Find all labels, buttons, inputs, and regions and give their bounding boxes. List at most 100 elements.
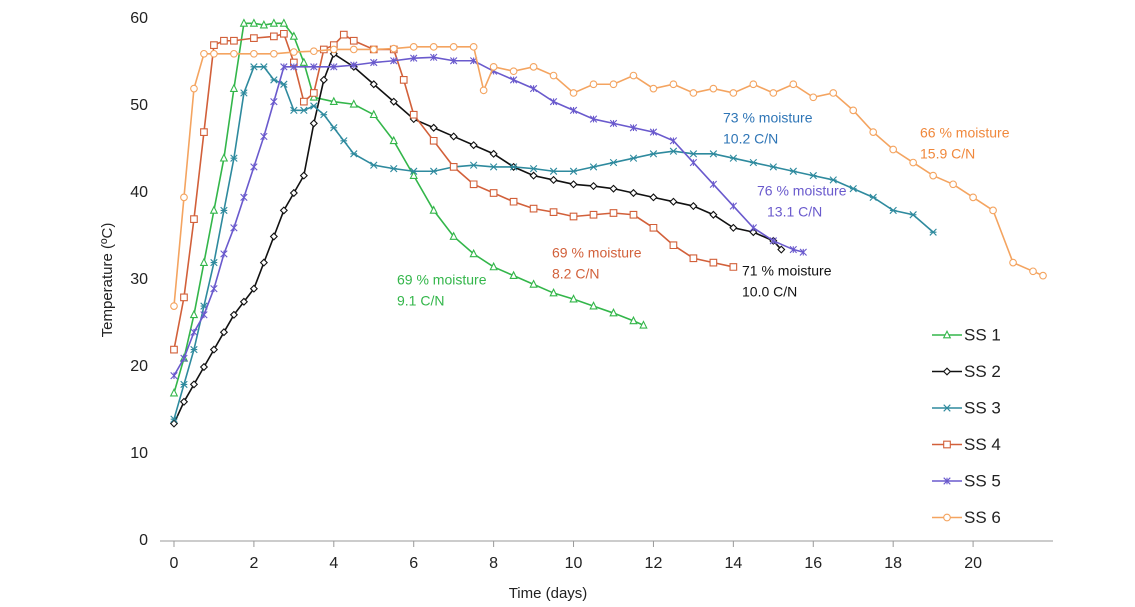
marker (180, 193, 188, 202)
marker (449, 163, 458, 171)
marker (629, 315, 638, 325)
marker (349, 45, 358, 54)
marker (449, 132, 458, 141)
marker (629, 188, 638, 198)
marker (339, 30, 348, 39)
marker (729, 154, 738, 162)
marker (609, 184, 618, 193)
x-tick-label: 20 (964, 555, 982, 572)
annotation: 13.1 C/N (767, 204, 822, 220)
marker (210, 285, 218, 293)
marker (889, 145, 898, 154)
marker (669, 147, 678, 155)
y-tick-label: 0 (139, 532, 148, 549)
x-tick-label: 2 (249, 555, 258, 572)
marker (809, 93, 818, 102)
marker (169, 388, 179, 397)
marker (270, 32, 278, 41)
marker (219, 328, 229, 337)
legend-label: SS 1 (964, 325, 1001, 344)
marker (250, 49, 258, 58)
y-tick-label: 60 (130, 10, 148, 27)
marker (389, 135, 398, 145)
marker (320, 111, 328, 119)
marker (479, 86, 488, 95)
x-tick-label: 4 (329, 555, 338, 572)
marker (943, 477, 951, 485)
marker (299, 57, 309, 66)
marker (549, 208, 558, 216)
marker (609, 158, 618, 167)
marker (769, 89, 778, 97)
x-tick-label: 0 (170, 555, 179, 572)
marker (220, 36, 228, 45)
marker (259, 258, 268, 267)
marker (489, 261, 498, 271)
marker (449, 57, 458, 65)
marker (569, 294, 578, 303)
marker (949, 180, 957, 189)
marker (309, 119, 318, 128)
marker (190, 345, 198, 354)
marker (1009, 258, 1017, 267)
marker (279, 18, 289, 27)
marker (449, 231, 458, 240)
marker (749, 80, 758, 89)
marker (349, 36, 358, 45)
marker (210, 41, 218, 49)
marker (189, 380, 199, 389)
marker (280, 80, 288, 88)
marker (390, 164, 398, 173)
marker (589, 301, 598, 310)
marker (649, 193, 658, 202)
legend-label: SS 6 (964, 508, 1001, 527)
marker (319, 75, 328, 84)
marker (350, 150, 358, 158)
marker (300, 106, 308, 115)
marker (529, 164, 538, 173)
marker (569, 212, 578, 221)
marker (430, 167, 438, 175)
marker (549, 288, 558, 297)
marker (669, 80, 678, 89)
marker (549, 97, 558, 106)
marker (729, 263, 738, 271)
series-line (173, 52, 782, 424)
marker (429, 123, 438, 132)
marker (290, 63, 298, 71)
marker (310, 63, 318, 71)
marker (709, 84, 718, 93)
marker (609, 209, 618, 217)
marker (869, 193, 877, 202)
marker (769, 237, 778, 245)
marker (369, 45, 378, 54)
marker (259, 20, 269, 29)
series-line (173, 32, 734, 350)
marker (250, 34, 258, 42)
marker (179, 397, 189, 406)
series-line (173, 56, 804, 377)
marker (669, 197, 678, 206)
marker (429, 205, 438, 214)
marker (769, 163, 778, 171)
annotation: 69 % moisture (397, 272, 487, 288)
series-line (173, 66, 934, 420)
marker (549, 167, 558, 175)
marker (170, 372, 178, 380)
marker (239, 18, 249, 27)
marker (489, 62, 498, 71)
marker (190, 84, 198, 93)
marker (309, 89, 318, 97)
marker (609, 119, 618, 128)
y-axis-title: Temperature (ºC) (99, 223, 116, 338)
marker (399, 76, 408, 84)
x-tick-label: 18 (884, 555, 902, 572)
marker (749, 158, 758, 167)
annotation: 69 % moisture (552, 245, 642, 261)
marker (230, 154, 238, 162)
series-line (173, 22, 644, 394)
marker (529, 171, 538, 180)
y-tick-label: 50 (130, 97, 148, 114)
marker (289, 31, 299, 40)
marker (199, 257, 209, 266)
